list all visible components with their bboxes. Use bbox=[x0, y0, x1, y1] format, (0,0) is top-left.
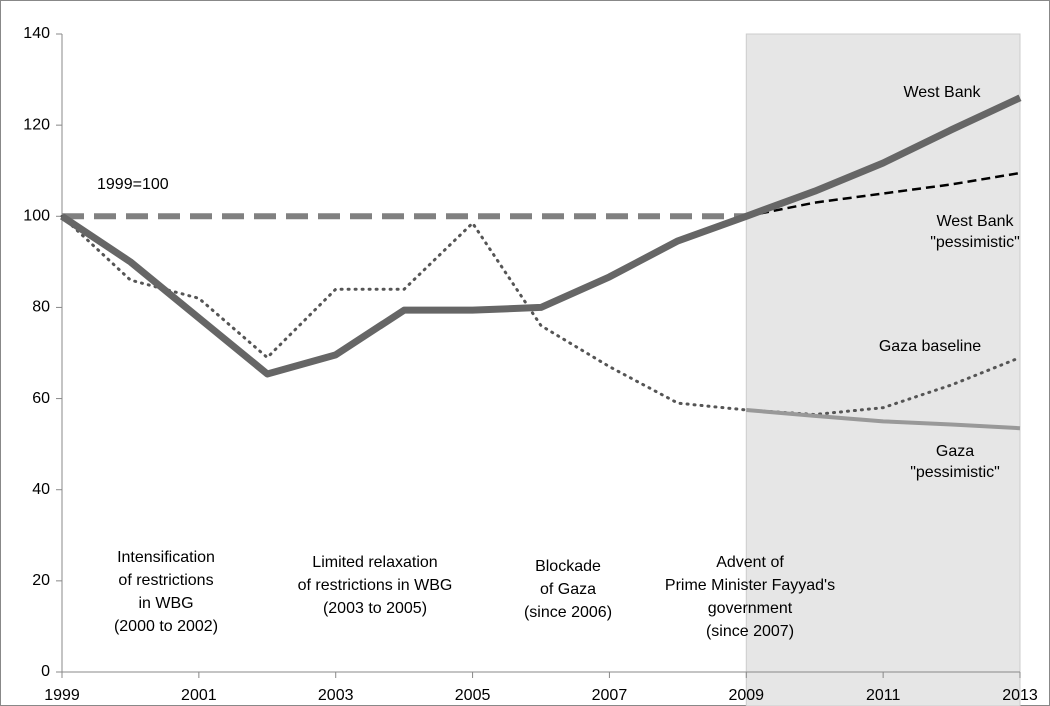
x-tick-label: 2005 bbox=[455, 687, 491, 704]
series-label-line: "pessimistic" bbox=[910, 464, 1000, 481]
annotation: (2000 to 2002) bbox=[114, 618, 218, 635]
y-tick-label: 40 bbox=[32, 481, 50, 498]
annotation: Prime Minister Fayyad's bbox=[665, 577, 835, 594]
series-label-line: West Bank bbox=[936, 213, 1014, 230]
x-tick-label: 2009 bbox=[728, 687, 764, 704]
shaded-region bbox=[745, 33, 1021, 706]
annotation: government bbox=[708, 600, 793, 617]
y-tick-label: 20 bbox=[32, 572, 50, 589]
series-label-line: "pessimistic" bbox=[930, 234, 1020, 251]
y-tick-label: 80 bbox=[32, 299, 50, 316]
annotation: (since 2007) bbox=[706, 623, 794, 640]
annotation: (2003 to 2005) bbox=[323, 600, 427, 617]
series-label: Gaza baseline bbox=[879, 338, 981, 355]
x-tick-label: 1999 bbox=[44, 687, 80, 704]
x-tick-label: 2007 bbox=[592, 687, 628, 704]
series-label-line: Gaza bbox=[936, 443, 974, 460]
annotation: Advent of bbox=[716, 554, 784, 571]
annotation: (since 2006) bbox=[524, 604, 612, 621]
series-line bbox=[60, 94, 1022, 378]
series-line bbox=[746, 407, 1021, 431]
annotation: in WBG bbox=[138, 595, 193, 612]
series-label-line: West Bank bbox=[903, 84, 981, 101]
series-label-line: 1999=100 bbox=[97, 176, 169, 193]
series-label: 1999=100 bbox=[97, 176, 169, 193]
x-tick-label: 2011 bbox=[866, 687, 901, 704]
x-tick-label: 2013 bbox=[1002, 687, 1038, 704]
series-label-line: Gaza baseline bbox=[879, 338, 981, 355]
series-line bbox=[746, 171, 1021, 218]
series-label: West Bank bbox=[903, 84, 981, 101]
annotation: Limited relaxation bbox=[312, 554, 437, 571]
series-label: West Bank "pessimistic" bbox=[930, 213, 1020, 251]
y-tick-label: 100 bbox=[23, 208, 50, 225]
annotation: Blockade bbox=[535, 558, 601, 575]
x-tick-label: 2001 bbox=[181, 687, 217, 704]
annotation: of restrictions bbox=[118, 572, 213, 589]
series-label: Gaza "pessimistic" bbox=[910, 443, 1000, 481]
y-tick-label: 60 bbox=[32, 390, 50, 407]
x-tick-label: 2003 bbox=[318, 687, 354, 704]
annotation: of Gaza bbox=[540, 581, 596, 598]
series-line bbox=[60, 214, 1022, 417]
annotation: Intensification bbox=[117, 549, 215, 566]
y-tick-label: 0 bbox=[41, 663, 50, 680]
annotation: of restrictions in WBG bbox=[298, 577, 453, 594]
y-tick-label: 120 bbox=[23, 116, 50, 133]
y-tick-label: 140 bbox=[23, 25, 50, 42]
